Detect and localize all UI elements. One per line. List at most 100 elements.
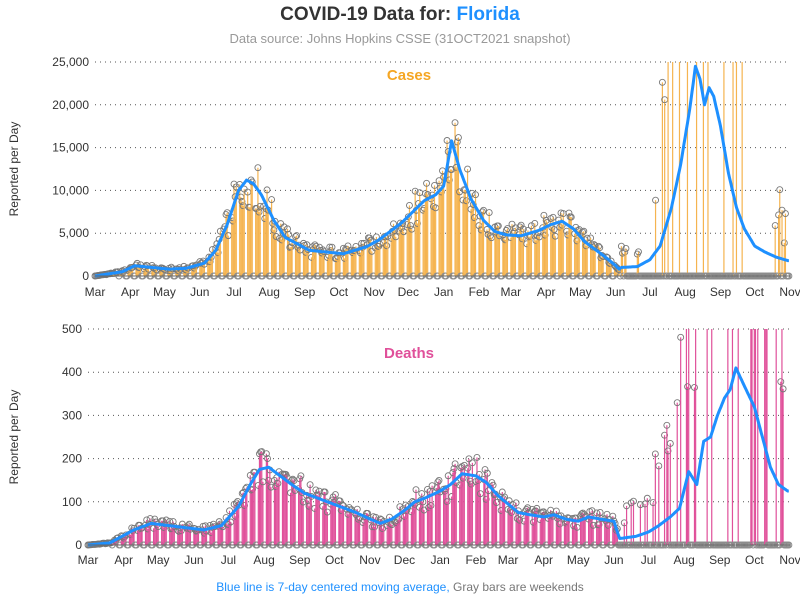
cases-daily-marker bbox=[406, 201, 413, 209]
cases-panel-label: Cases bbox=[387, 67, 431, 84]
deaths-xtick-label: Jun bbox=[184, 553, 203, 567]
deaths-xtick-label: Nov bbox=[779, 553, 800, 567]
cases-daily-marker bbox=[587, 234, 595, 242]
deaths-daily-marker bbox=[444, 472, 452, 480]
deaths-daily-marker bbox=[146, 515, 154, 523]
cases-daily-marker bbox=[453, 138, 461, 146]
deaths-xtick-label: Nov bbox=[359, 553, 380, 567]
cases-daily-marker bbox=[480, 206, 487, 214]
cases-xtick-label: Oct bbox=[329, 285, 348, 299]
deaths-daily-marker bbox=[570, 522, 578, 530]
deaths-xtick-label: Apr bbox=[534, 553, 553, 567]
cases-daily-marker bbox=[483, 226, 491, 233]
deaths-daily-marker bbox=[512, 499, 520, 507]
cases-batched-report-marker bbox=[635, 248, 642, 256]
cases-daily-marker bbox=[501, 236, 509, 244]
deaths-daily-marker bbox=[435, 476, 443, 484]
cases-daily-marker bbox=[328, 243, 336, 251]
deaths-daily-marker bbox=[443, 498, 451, 506]
cases-xtick-label: Jun bbox=[190, 285, 209, 299]
cases-daily-marker bbox=[238, 198, 246, 205]
cases-xtick-label: Nov bbox=[779, 285, 800, 299]
cases-daily-marker bbox=[516, 223, 524, 231]
cases-daily-marker bbox=[486, 232, 494, 240]
deaths-daily-marker bbox=[395, 515, 403, 523]
cases-xtick-label: Mar bbox=[85, 285, 106, 299]
footer-weekend-note: Gray bars are weekends bbox=[453, 580, 584, 594]
cases-daily-marker bbox=[431, 181, 438, 189]
cases-daily-marker bbox=[573, 237, 581, 245]
deaths-batched-report-marker bbox=[666, 439, 674, 447]
deaths-daily-marker bbox=[424, 485, 431, 493]
deaths-daily-marker bbox=[528, 505, 536, 513]
cases-daily-marker bbox=[494, 222, 502, 230]
deaths-daily-marker bbox=[451, 460, 459, 468]
deaths-xtick-label: Mar bbox=[498, 553, 519, 567]
deaths-xtick-label: Oct bbox=[325, 553, 344, 567]
cases-daily-marker bbox=[403, 221, 411, 229]
deaths-daily-marker bbox=[481, 466, 489, 473]
cases-daily-marker bbox=[383, 242, 391, 250]
cases-daily-marker bbox=[503, 225, 511, 233]
cases-ytick-label: 15,000 bbox=[52, 141, 89, 155]
cases-batched-report-marker bbox=[658, 78, 666, 86]
cases-daily-marker bbox=[411, 187, 419, 195]
cases-daily-marker bbox=[464, 165, 472, 173]
deaths-daily-marker bbox=[305, 502, 313, 510]
cases-batched-report-marker bbox=[621, 248, 629, 256]
chart-footer: Blue line is 7-day centered moving avera… bbox=[0, 580, 800, 594]
deaths-batched-report-marker bbox=[643, 494, 651, 502]
cases-xtick-label: Apr bbox=[537, 285, 556, 299]
deaths-daily-marker bbox=[321, 488, 329, 496]
cases-daily-marker bbox=[596, 244, 604, 252]
cases-xtick-label: Jul bbox=[226, 285, 241, 299]
cases-daily-marker bbox=[270, 226, 278, 234]
deaths-daily-marker bbox=[249, 485, 257, 493]
deaths-xtick-label: Dec bbox=[394, 553, 415, 567]
cases-moving-average-line bbox=[94, 64, 790, 278]
deaths-daily-marker bbox=[331, 491, 339, 499]
cases-daily-marker bbox=[580, 227, 588, 235]
deaths-xtick-label: Jul bbox=[221, 553, 236, 567]
deaths-daily-marker bbox=[483, 469, 491, 477]
deaths-batched-report-marker bbox=[663, 421, 671, 429]
cases-daily-marker bbox=[519, 225, 527, 233]
cases-daily-marker bbox=[390, 220, 397, 228]
deaths-ytick-label: 500 bbox=[62, 322, 82, 336]
deaths-xtick-label: May bbox=[147, 553, 170, 567]
deaths-batched-report-marker bbox=[779, 385, 787, 393]
deaths-daily-marker bbox=[336, 497, 344, 505]
deaths-daily-marker bbox=[465, 455, 473, 463]
cases-daily-marker bbox=[611, 261, 618, 269]
deaths-xtick-label: Sep bbox=[289, 553, 311, 567]
deaths-daily-marker bbox=[524, 504, 532, 512]
cases-daily-marker bbox=[531, 219, 539, 227]
deaths-daily-marker bbox=[427, 502, 435, 509]
deaths-daily-marker bbox=[533, 504, 541, 512]
deaths-daily-marker bbox=[418, 490, 426, 498]
deaths-ytick-label: 300 bbox=[62, 408, 82, 422]
deaths-daily-marker bbox=[289, 475, 297, 483]
cases-xtick-label: May bbox=[569, 285, 592, 299]
deaths-ytick-label: 400 bbox=[62, 365, 82, 379]
deaths-daily-marker bbox=[579, 509, 587, 517]
cases-ytick-label: 25,000 bbox=[52, 55, 89, 69]
cases-daily-marker bbox=[595, 242, 603, 250]
cases-daily-marker bbox=[285, 231, 293, 238]
cases-daily-marker bbox=[485, 209, 493, 216]
cases-daily-marker bbox=[459, 196, 467, 204]
cases-daily-marker bbox=[579, 228, 587, 236]
deaths-xtick-label: Aug bbox=[253, 553, 274, 567]
deaths-xtick-label: Feb bbox=[465, 553, 486, 567]
cases-daily-marker bbox=[549, 213, 557, 221]
cases-xtick-label: May bbox=[153, 285, 176, 299]
deaths-daily-marker bbox=[595, 521, 603, 529]
deaths-xtick-label: Apr bbox=[114, 553, 133, 567]
deaths-daily-marker bbox=[258, 448, 266, 456]
cases-ytick-label: 20,000 bbox=[52, 98, 89, 112]
deaths-daily-marker bbox=[434, 478, 442, 486]
cases-daily-marker bbox=[268, 196, 276, 204]
deaths-xtick-label: Jan bbox=[430, 553, 449, 567]
deaths-xtick-label: Jul bbox=[641, 553, 656, 567]
cases-xtick-label: Aug bbox=[675, 285, 696, 299]
